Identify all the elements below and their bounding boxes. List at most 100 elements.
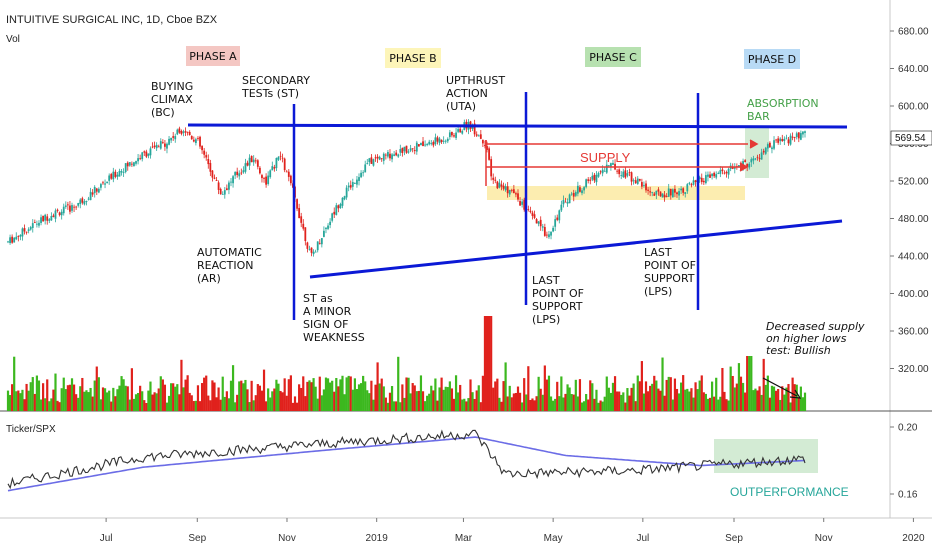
volume-bar [589,380,592,411]
volume-bar [492,387,495,411]
candle-body [616,170,619,172]
candle-body [797,132,800,139]
candle-body [374,157,377,159]
volume-bar [184,379,187,411]
candle-body [38,222,40,226]
volume-bar [779,399,782,411]
volume-bar [760,394,763,411]
candle-body [33,222,36,223]
candle-body [411,148,414,150]
candle-body [378,156,381,160]
candle-body [719,170,722,174]
candle-body [128,162,131,166]
volume-bar [378,383,381,411]
candle-body [192,139,195,142]
candle-body [446,138,449,142]
volume-bar [525,394,528,411]
candle-body [417,144,420,147]
volume-bar [508,385,511,411]
volume-bar [494,381,497,411]
volume-bar [568,387,571,411]
volume-bar [322,389,326,411]
candle-body [420,142,422,146]
volume-bar [62,377,65,411]
candle-body [360,172,362,178]
candle-body [477,135,480,137]
volume-bar [768,397,771,411]
phase-d-label: PHASE D [748,53,796,66]
candle-body [353,183,356,184]
candle-body [178,128,181,133]
volume-bar [357,384,361,411]
volume-bar [744,392,747,411]
volume-bar [696,389,699,411]
candle-body [674,188,676,193]
volume-bar [783,394,786,411]
volume-bar [271,391,274,411]
volume-bar [101,387,105,411]
candle-body [40,217,42,224]
volume-bar [153,392,156,411]
candle-body [66,204,69,206]
candle-body [64,205,67,207]
volume-bar [355,389,359,411]
candle-body [366,163,369,164]
volume-bar [518,392,522,411]
volume-bar [56,400,59,411]
candle-body [804,131,806,133]
candle-body [725,172,728,174]
candle-body [267,175,270,184]
candle-body [667,188,670,197]
candle-body [682,188,685,193]
candle-body [147,153,150,156]
volume-bar [411,383,414,411]
volume-bar [624,402,627,411]
volume-bar [582,401,586,411]
volume-bar [698,380,701,411]
volume-bar [17,390,20,411]
candle-body [508,189,511,195]
volume-bar [33,393,36,411]
volume-bar [320,395,323,411]
volume-bar [13,356,16,411]
volume-bar [151,394,154,411]
volume-bar [23,399,26,411]
volume-bar [205,375,208,411]
candle-body [312,251,315,255]
candle-body [83,201,86,205]
volume-bar [250,380,253,411]
volume-bar [558,396,561,411]
candle-body [434,137,437,145]
volume-bar [302,376,305,411]
volume-bar [99,399,103,411]
candle-body [535,219,538,224]
volume-bar [646,391,650,411]
volume-bar [514,392,518,411]
candle-body [707,174,709,177]
volume-bar [543,365,546,411]
volume-bar [657,388,660,411]
volume-bar [399,402,402,411]
candle-body [529,210,532,213]
volume-bar [797,397,800,411]
candle-body [566,202,569,204]
candle-body [75,206,78,208]
volume-bar [446,387,449,411]
volume-bar [182,387,185,411]
volume-bar [161,379,164,411]
candle-body [289,175,292,184]
candle-body [341,197,344,206]
candle-body [102,182,104,184]
candle-body [300,216,303,223]
phase-b-box [385,48,441,68]
candle-body [269,170,272,178]
volume-bar [713,396,716,411]
candle-body [510,189,513,191]
last-price-tag [890,130,932,146]
candle-body [17,236,20,237]
candle-body [593,174,596,181]
phase-a-box [186,46,240,66]
volume-bar [349,376,352,411]
